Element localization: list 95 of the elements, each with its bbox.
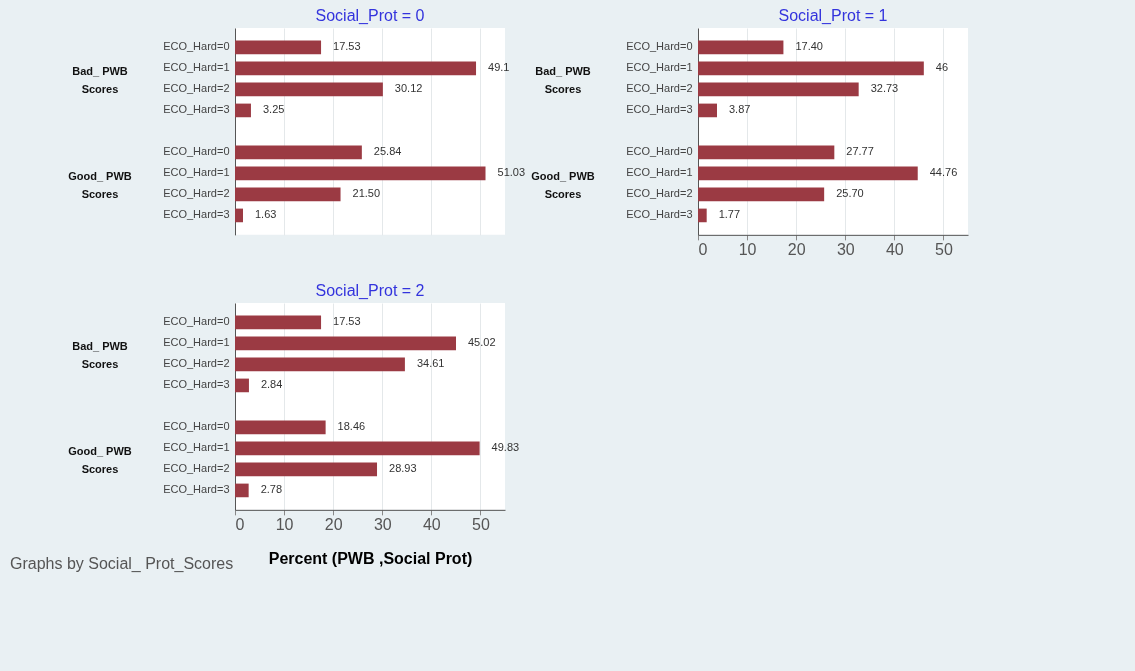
bar bbox=[698, 208, 707, 223]
bar bbox=[235, 483, 249, 498]
data-label: 34.61 bbox=[416, 357, 445, 370]
bar bbox=[235, 378, 249, 393]
text: Graphs by Social_ Prot_Scores bbox=[10, 555, 234, 573]
chart-title: Social_Prot = 1 bbox=[778, 7, 888, 25]
data-label: 3.87 bbox=[729, 103, 751, 116]
x-tick-label: 50 bbox=[935, 241, 953, 259]
bar bbox=[698, 61, 924, 76]
x-tick-label: 30 bbox=[836, 241, 855, 259]
text: Bad_ PWB Scores bbox=[72, 65, 128, 96]
bar bbox=[235, 166, 486, 181]
data-label: 21.50 bbox=[352, 187, 381, 200]
text: Bad_ PWB Scores bbox=[72, 340, 128, 371]
data-label: 1.63 bbox=[255, 208, 277, 221]
y-tick-label: ECO_Hard=0 bbox=[626, 40, 693, 53]
x-axis-title: Percent (PWB ,Social Prot) bbox=[268, 550, 473, 568]
data-label: 2.84 bbox=[260, 378, 283, 391]
bar bbox=[235, 82, 383, 97]
x-tick-label: 40 bbox=[885, 241, 904, 259]
data-label: 2.78 bbox=[260, 483, 283, 496]
data-label: 18.46 bbox=[337, 420, 366, 433]
y-tick-label: ECO_Hard=2 bbox=[163, 187, 230, 200]
bar bbox=[235, 441, 480, 456]
y-tick-label: ECO_Hard=3 bbox=[626, 208, 693, 221]
y-tick-label: ECO_Hard=2 bbox=[626, 187, 693, 200]
y-tick-label: ECO_Hard=0 bbox=[626, 145, 693, 158]
chart-title: Social_Prot = 0 bbox=[315, 7, 425, 25]
bar bbox=[235, 462, 378, 477]
bar bbox=[698, 166, 918, 181]
data-label: 25.84 bbox=[373, 145, 402, 158]
bar bbox=[698, 103, 717, 118]
text: Good_ PWB Scores bbox=[68, 170, 132, 201]
bar bbox=[235, 315, 322, 330]
x-tick-label: 0 bbox=[698, 241, 708, 259]
y-tick-label: ECO_Hard=3 bbox=[163, 103, 230, 116]
bar bbox=[235, 208, 243, 223]
data-label: 17.53 bbox=[333, 40, 361, 53]
data-label: 51.03 bbox=[497, 166, 526, 179]
x-tick-label: 50 bbox=[472, 516, 490, 534]
data-label: 1.77 bbox=[718, 208, 741, 221]
data-label: 17.40 bbox=[795, 40, 823, 53]
y-tick-label: ECO_Hard=2 bbox=[163, 462, 230, 475]
data-label: 45.02 bbox=[468, 336, 496, 349]
bar bbox=[235, 40, 322, 55]
y-tick-label: ECO_Hard=0 bbox=[163, 145, 230, 158]
data-label: 28.93 bbox=[389, 462, 417, 475]
y-tick-label: ECO_Hard=1 bbox=[163, 441, 230, 454]
bar bbox=[235, 420, 326, 435]
bar bbox=[235, 145, 362, 160]
data-label: 46 bbox=[935, 61, 949, 74]
data-label: 17.53 bbox=[333, 315, 361, 328]
y-tick-label: ECO_Hard=1 bbox=[163, 166, 230, 179]
x-tick-label: 40 bbox=[422, 516, 441, 534]
y-tick-label: ECO_Hard=2 bbox=[163, 82, 230, 95]
x-tick-label: 30 bbox=[373, 516, 392, 534]
y-tick-label: ECO_Hard=0 bbox=[163, 40, 230, 53]
y-tick-label: ECO_Hard=1 bbox=[626, 166, 693, 179]
bar bbox=[698, 187, 825, 202]
y-tick-label: ECO_Hard=1 bbox=[163, 61, 230, 74]
bar bbox=[698, 145, 835, 160]
y-tick-label: ECO_Hard=1 bbox=[626, 61, 693, 74]
bar bbox=[698, 82, 859, 97]
chart-title: Social_Prot = 2 bbox=[315, 282, 425, 300]
bar bbox=[235, 187, 341, 202]
x-tick-label: 0 bbox=[235, 516, 245, 534]
y-tick-label: ECO_Hard=2 bbox=[163, 357, 230, 370]
y-tick-label: ECO_Hard=3 bbox=[163, 483, 230, 496]
data-label: 32.73 bbox=[870, 82, 899, 95]
y-tick-label: ECO_Hard=3 bbox=[163, 378, 230, 391]
text: Good_ PWB Scores bbox=[531, 170, 595, 201]
bar bbox=[235, 103, 251, 118]
data-label: 49.83 bbox=[491, 441, 520, 454]
y-tick-label: ECO_Hard=0 bbox=[163, 420, 230, 433]
y-tick-label: ECO_Hard=0 bbox=[163, 315, 230, 328]
x-tick-label: 20 bbox=[324, 516, 343, 534]
bar bbox=[235, 357, 405, 372]
y-tick-label: ECO_Hard=3 bbox=[626, 103, 693, 116]
data-label: 3.25 bbox=[262, 103, 285, 116]
data-label: 44.76 bbox=[929, 166, 958, 179]
text: Good_ PWB Scores bbox=[68, 445, 132, 476]
x-tick-label: 20 bbox=[787, 241, 806, 259]
x-tick-label: 10 bbox=[275, 516, 294, 534]
data-label: 30.12 bbox=[394, 82, 423, 95]
y-tick-label: ECO_Hard=3 bbox=[163, 208, 230, 221]
bar bbox=[698, 40, 784, 55]
y-tick-label: ECO_Hard=2 bbox=[626, 82, 693, 95]
x-tick-label: 10 bbox=[738, 241, 757, 259]
bar bbox=[235, 336, 457, 351]
bar bbox=[235, 61, 477, 76]
data-label: 27.77 bbox=[846, 145, 874, 158]
y-tick-label: ECO_Hard=1 bbox=[163, 336, 230, 349]
data-label: 25.70 bbox=[836, 187, 864, 200]
data-label: 49.1 bbox=[488, 61, 510, 74]
text: Bad_ PWB Scores bbox=[535, 65, 591, 96]
